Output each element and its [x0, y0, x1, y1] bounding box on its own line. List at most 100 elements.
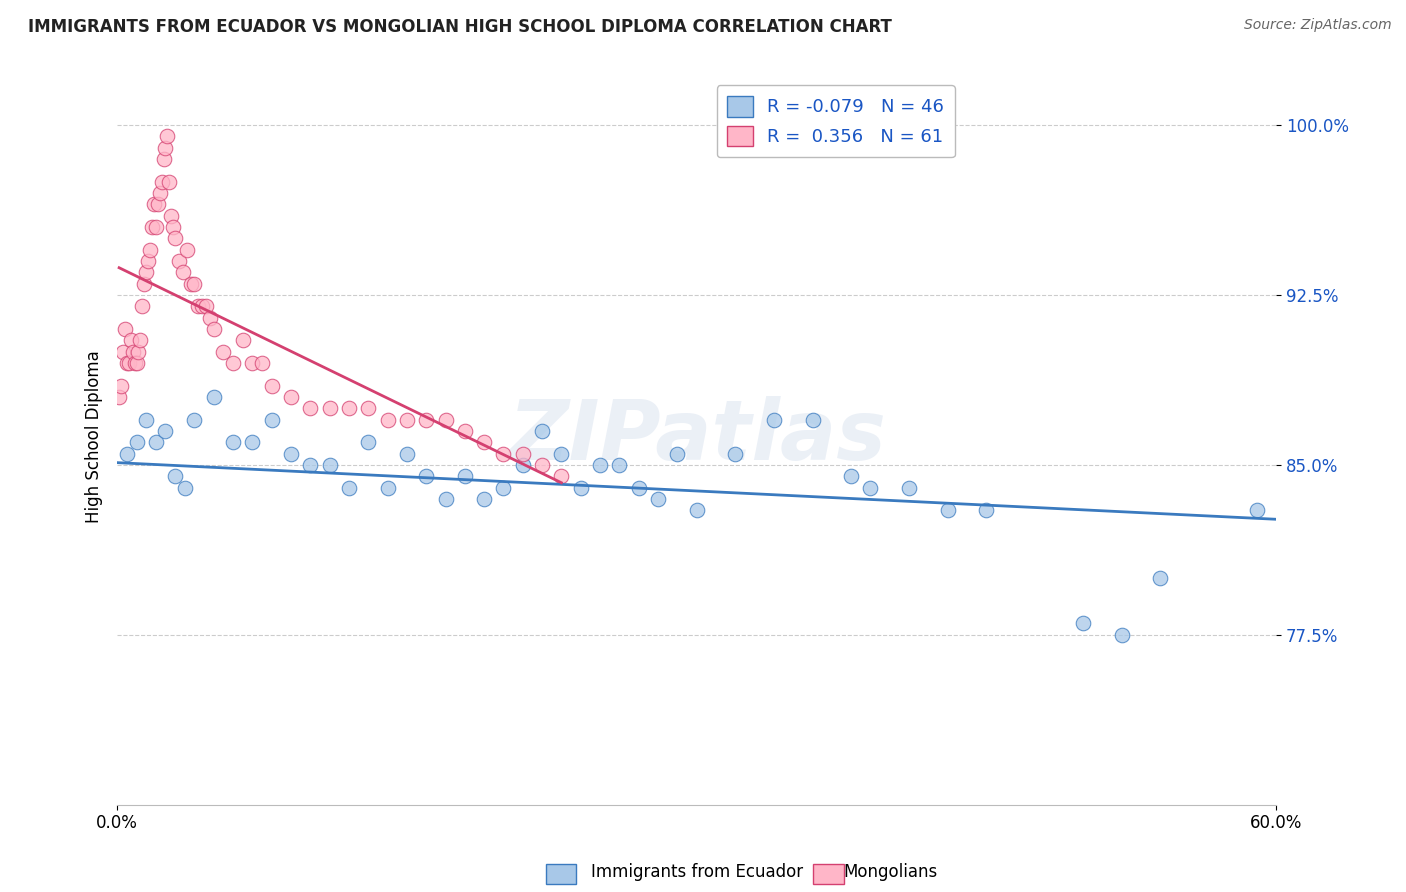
Point: [242, 435, 264, 450]
FancyBboxPatch shape: [813, 864, 844, 884]
Point: [129, 334, 152, 348]
Point: [647, 491, 669, 506]
Point: [115, 447, 138, 461]
Point: [157, 175, 180, 189]
Point: [1111, 628, 1133, 642]
Point: [141, 220, 163, 235]
Y-axis label: High School Diploma: High School Diploma: [86, 351, 103, 523]
Point: [280, 447, 302, 461]
Text: ZIPatlas: ZIPatlas: [508, 396, 886, 477]
Point: [124, 356, 146, 370]
Point: [415, 412, 437, 426]
Point: [120, 334, 142, 348]
Point: [472, 491, 495, 506]
Point: [492, 447, 515, 461]
Point: [135, 265, 157, 279]
Point: [299, 458, 322, 472]
Point: [202, 390, 225, 404]
Point: [898, 481, 921, 495]
Text: Mongolians: Mongolians: [844, 863, 938, 881]
Point: [145, 220, 167, 235]
Point: [666, 447, 689, 461]
Point: [492, 481, 515, 495]
Point: [180, 277, 202, 291]
Point: [167, 254, 190, 268]
Point: [232, 334, 254, 348]
Point: [131, 299, 153, 313]
Point: [454, 424, 477, 438]
Point: [118, 356, 141, 370]
Point: [550, 447, 572, 461]
Point: [434, 412, 457, 426]
Point: [395, 447, 418, 461]
FancyBboxPatch shape: [546, 864, 576, 884]
Point: [212, 344, 235, 359]
Point: [762, 412, 785, 426]
Point: [198, 310, 221, 325]
Point: [145, 435, 167, 450]
Point: [395, 412, 418, 426]
Point: [110, 378, 132, 392]
Point: [125, 356, 148, 370]
Point: [134, 277, 156, 291]
Point: [121, 344, 143, 359]
Point: [512, 447, 534, 461]
Point: [1246, 503, 1268, 517]
Point: [176, 243, 198, 257]
Point: [135, 412, 157, 426]
Point: [165, 469, 187, 483]
Point: [472, 435, 495, 450]
Point: [801, 412, 824, 426]
Point: [127, 344, 149, 359]
Point: [531, 458, 554, 472]
Point: [173, 481, 195, 495]
Point: [609, 458, 631, 472]
Point: [357, 401, 380, 416]
Point: [155, 141, 177, 155]
Point: [156, 129, 179, 144]
Point: [139, 243, 162, 257]
Point: [152, 152, 174, 166]
Text: Immigrants from Ecuador: Immigrants from Ecuador: [591, 863, 803, 881]
Point: [434, 491, 457, 506]
Point: [318, 458, 340, 472]
Point: [260, 412, 283, 426]
Point: [1071, 616, 1094, 631]
Point: [187, 299, 209, 313]
Point: [155, 424, 177, 438]
Legend: R = -0.079   N = 46, R =  0.356   N = 61: R = -0.079 N = 46, R = 0.356 N = 61: [717, 85, 955, 157]
Point: [839, 469, 862, 483]
Point: [125, 435, 148, 450]
Point: [976, 503, 998, 517]
Point: [377, 481, 399, 495]
Point: [454, 469, 477, 483]
Point: [165, 231, 187, 245]
Point: [936, 503, 959, 517]
Point: [569, 481, 592, 495]
Point: [183, 277, 205, 291]
Point: [114, 322, 136, 336]
Point: [685, 503, 707, 517]
Point: [142, 197, 165, 211]
Point: [512, 458, 534, 472]
Point: [162, 220, 184, 235]
Point: [136, 254, 159, 268]
Point: [550, 469, 572, 483]
Point: [337, 401, 360, 416]
Point: [859, 481, 882, 495]
Text: Source: ZipAtlas.com: Source: ZipAtlas.com: [1244, 18, 1392, 32]
Point: [108, 390, 131, 404]
Point: [146, 197, 169, 211]
Point: [627, 481, 650, 495]
Point: [242, 356, 264, 370]
Point: [250, 356, 273, 370]
Point: [724, 447, 747, 461]
Point: [172, 265, 194, 279]
Point: [150, 175, 173, 189]
Point: [222, 356, 245, 370]
Point: [589, 458, 612, 472]
Point: [202, 322, 225, 336]
Point: [260, 378, 283, 392]
Point: [377, 412, 399, 426]
Point: [357, 435, 380, 450]
